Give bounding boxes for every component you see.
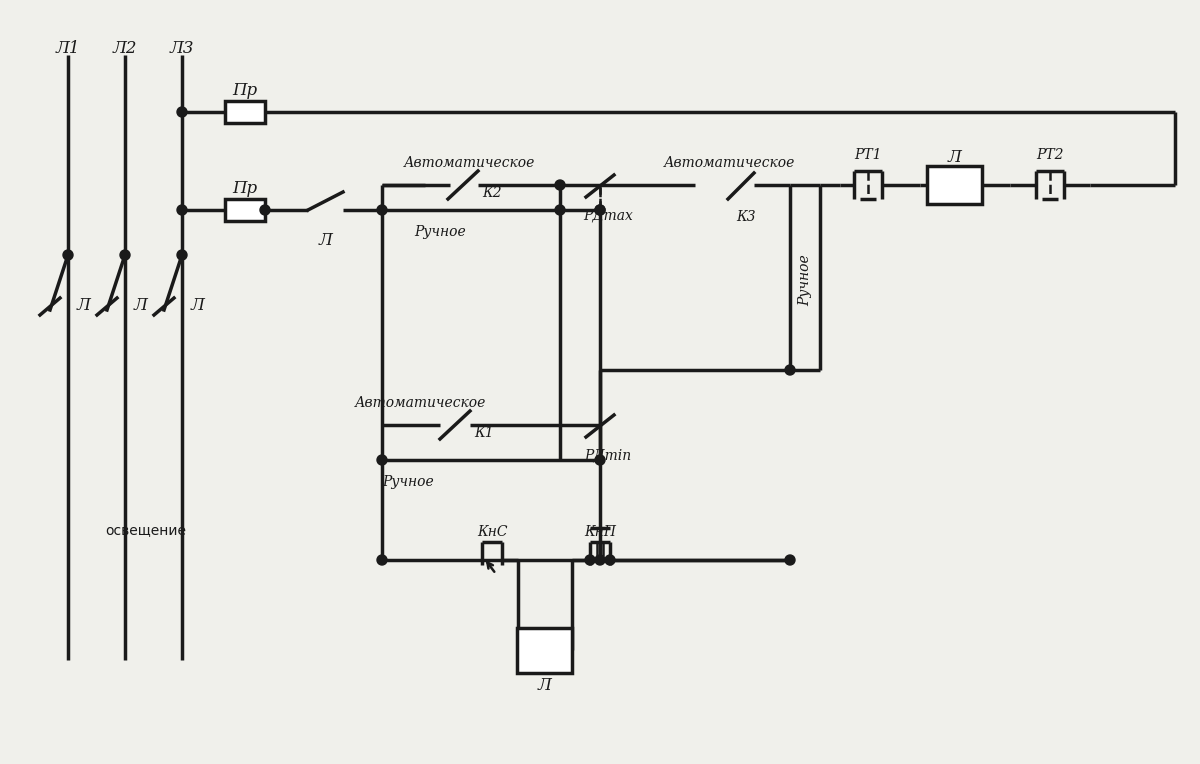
Bar [928, 166, 983, 204]
Text: К2: К2 [482, 186, 502, 200]
Text: Л: Л [191, 296, 205, 313]
Text: Л1: Л1 [55, 40, 80, 57]
Circle shape [785, 555, 794, 565]
Text: РДmax: РДmax [583, 208, 632, 222]
Circle shape [178, 107, 187, 117]
Circle shape [785, 365, 794, 375]
Text: Л2: Л2 [113, 40, 137, 57]
Circle shape [377, 555, 386, 565]
Text: Пр: Пр [233, 180, 258, 196]
Text: освещение: освещение [106, 523, 186, 537]
Text: Л3: Л3 [169, 40, 194, 57]
Circle shape [260, 205, 270, 215]
Text: Автоматическое: Автоматическое [404, 156, 535, 170]
Bar [517, 627, 572, 672]
Bar [226, 101, 265, 123]
Circle shape [64, 250, 73, 260]
Circle shape [595, 555, 605, 565]
Text: РТ2: РТ2 [1037, 148, 1063, 162]
Circle shape [595, 205, 605, 215]
Text: Ручное: Ручное [798, 254, 812, 306]
Text: Ручное: Ручное [382, 475, 434, 489]
Text: Ручное: Ручное [414, 225, 466, 239]
Text: КнС: КнС [476, 525, 508, 539]
Text: РТ1: РТ1 [854, 148, 882, 162]
Text: Л: Л [538, 676, 552, 694]
Circle shape [605, 555, 614, 565]
Circle shape [554, 205, 565, 215]
Circle shape [595, 455, 605, 465]
Text: Пр: Пр [233, 82, 258, 99]
Circle shape [595, 205, 605, 215]
Bar [226, 199, 265, 221]
Circle shape [178, 250, 187, 260]
Text: К1: К1 [474, 426, 493, 440]
Circle shape [377, 205, 386, 215]
Text: РДmin: РДmin [584, 448, 631, 462]
Text: Л: Л [77, 296, 91, 313]
Text: Л: Л [948, 148, 962, 166]
Circle shape [120, 250, 130, 260]
Text: КнП: КнП [584, 525, 616, 539]
Text: Л: Л [319, 231, 332, 248]
Circle shape [584, 555, 595, 565]
Text: К3: К3 [736, 210, 756, 224]
Circle shape [178, 205, 187, 215]
Text: Автоматическое: Автоматическое [665, 156, 796, 170]
Circle shape [377, 455, 386, 465]
Circle shape [554, 180, 565, 190]
Text: Автоматическое: Автоматическое [354, 396, 486, 410]
Text: Л: Л [134, 296, 148, 313]
